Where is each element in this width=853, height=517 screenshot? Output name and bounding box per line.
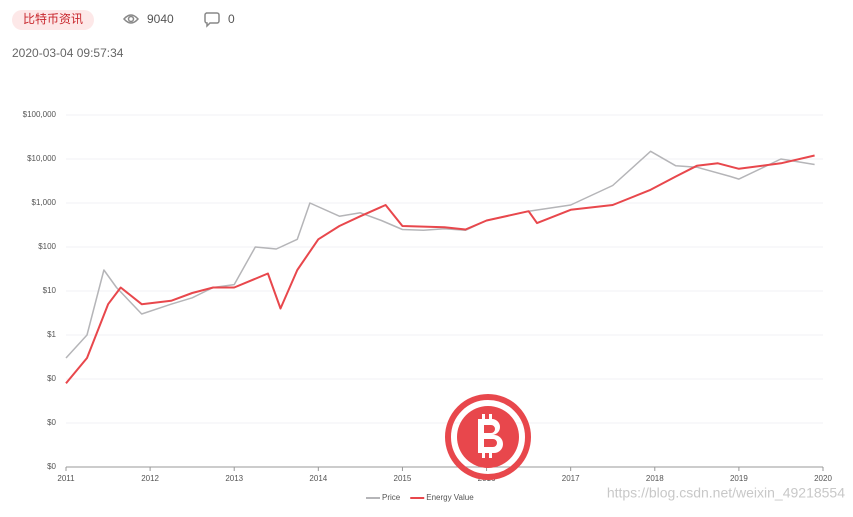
series-line [65, 150, 815, 359]
y-tick-label: $100,000 [23, 110, 57, 119]
chart: $0 $0 $0 $1 $10 $100 $1,000 $10,000 $100,000 2011… [23, 110, 833, 502]
x-tick-label: 2011 [57, 474, 75, 483]
legend-label: Energy Value [426, 493, 474, 502]
legend-label: Price [382, 493, 401, 502]
x-tick-label: 2014 [309, 474, 327, 483]
comments: 0 [228, 12, 235, 26]
y-tick-label: $1 [47, 330, 56, 339]
y-tick-label: $0 [47, 462, 56, 471]
x-tick-label: 2018 [646, 474, 664, 483]
y-tick-label: $0 [47, 374, 56, 383]
watermark-logo [445, 394, 531, 480]
x-tick-label: 2019 [730, 474, 748, 483]
tag-pill[interactable] [12, 10, 94, 30]
tag[interactable]: 比特币资讯 [23, 11, 83, 26]
series-line [65, 154, 815, 384]
watermark: https://blog.csdn.net/weixin_49218554 [607, 485, 845, 501]
y-tick-label: $0 [47, 418, 56, 427]
y-tick-label: $100 [38, 242, 56, 251]
x-tick-label: 2017 [562, 474, 580, 483]
comments-icon [204, 12, 220, 28]
views: 9040 [147, 12, 174, 26]
y-tick-label: $10 [43, 286, 57, 295]
date: 2020-03-04 09:57:34 [12, 46, 124, 60]
views-icon [123, 14, 139, 24]
x-tick-label: 2015 [394, 474, 412, 483]
y-tick-label: $10,000 [27, 154, 56, 163]
y-tick-label: $1,000 [32, 198, 57, 207]
x-tick-label: 2020 [814, 474, 832, 483]
x-tick-label: 2012 [141, 474, 159, 483]
x-tick-label: 2013 [225, 474, 243, 483]
